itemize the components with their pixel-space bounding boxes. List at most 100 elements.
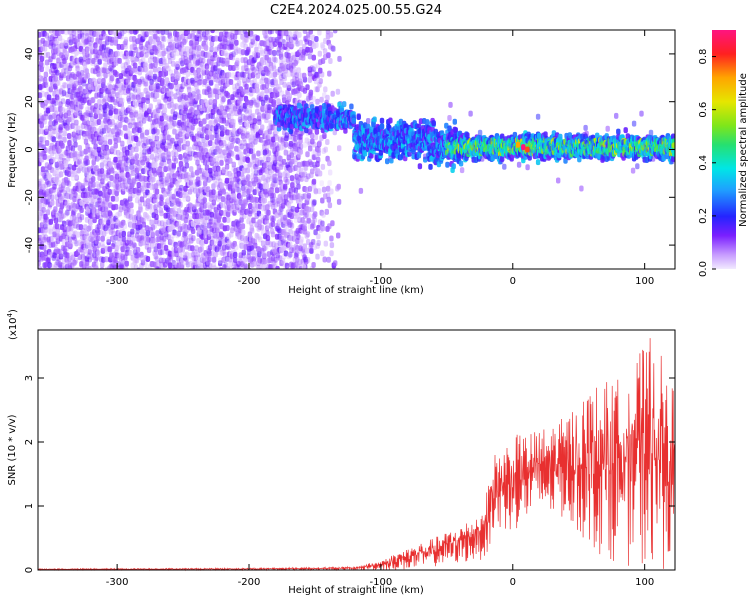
heatmap-cell (73, 238, 78, 245)
heatmap-cell (39, 136, 44, 143)
heatmap-cell (322, 256, 327, 263)
heatmap-cell (41, 150, 46, 157)
heatmap-cell (97, 30, 102, 35)
heatmap-cell (108, 65, 113, 72)
heatmap-cell (151, 231, 156, 238)
heatmap-cell (68, 135, 73, 141)
heatmap-cell (134, 153, 139, 160)
heatmap-cell (147, 115, 152, 122)
heatmap-cell (52, 183, 57, 190)
heatmap-cell (336, 232, 341, 239)
heatmap-cell (118, 122, 123, 128)
heatmap-cells (38, 30, 675, 269)
heatmap-cell (63, 176, 69, 183)
heatmap-cell (66, 62, 71, 69)
heatmap-cell (56, 57, 61, 64)
heatmap-cell (38, 178, 42, 185)
heatmap-cell (57, 248, 63, 255)
heatmap-cell (43, 147, 48, 154)
heatmap-cell (255, 72, 261, 79)
heatmap-cell (51, 136, 57, 143)
heatmap-cell (119, 156, 124, 163)
heatmap-cell (97, 98, 102, 105)
heatmap-cell (178, 201, 183, 208)
heatmap-cell (73, 191, 78, 198)
heatmap-cell (104, 228, 109, 234)
heatmap-cell (53, 189, 58, 196)
heatmap-cell (92, 30, 97, 37)
heatmap-cell (257, 219, 262, 226)
heatmap-cell (110, 146, 115, 153)
heatmap-cell (44, 198, 49, 205)
heatmap-cell (311, 178, 317, 185)
heatmap-cell (166, 151, 171, 158)
heatmap-cell (120, 259, 126, 266)
heatmap-cell (138, 43, 144, 50)
heatmap-cell (90, 236, 95, 243)
heatmap-cell (138, 206, 144, 213)
heatmap-cell (114, 113, 119, 120)
heatmap-cell (56, 132, 61, 139)
heatmap-cell (102, 107, 108, 114)
heatmap-cell (70, 201, 76, 208)
heatmap-cell (77, 86, 83, 92)
heatmap-cell (146, 247, 152, 253)
heatmap-cell (114, 195, 119, 202)
heatmap-cell (107, 138, 113, 145)
heatmap-cell (155, 129, 160, 135)
heatmap-cell (53, 83, 58, 90)
heatmap-cell (48, 120, 53, 127)
heatmap-cell (307, 76, 313, 83)
heatmap-cell (94, 44, 99, 51)
heatmap-cell (100, 247, 106, 254)
heatmap-cell (96, 209, 101, 216)
heatmap-cell (48, 131, 53, 138)
heatmap-cell (132, 99, 138, 106)
heatmap-cell (114, 245, 119, 252)
heatmap-cell (84, 38, 89, 45)
heatmap-cell (225, 225, 230, 231)
heatmap-cell (67, 261, 73, 267)
heatmap-cell (53, 119, 59, 125)
heatmap-cell (98, 48, 103, 55)
heatmap-cell (185, 194, 190, 201)
heatmap-cell (316, 146, 321, 153)
heatmap-cell (66, 133, 72, 139)
heatmap-cell (59, 213, 64, 220)
heatmap-cell (244, 83, 249, 90)
heatmap-cell (58, 111, 64, 118)
heatmap-cell (108, 109, 113, 116)
heatmap-cell (72, 259, 77, 266)
heatmap-cell (111, 189, 116, 196)
heatmap-cell (122, 40, 127, 47)
heatmap-cell (76, 71, 81, 78)
heatmap-cell (296, 67, 301, 74)
heatmap-cell (128, 152, 134, 159)
heatmap-cell (140, 131, 145, 138)
heatmap-cell (109, 252, 114, 259)
heatmap-cell (162, 57, 167, 64)
heatmap-cell (185, 46, 190, 53)
heatmap-cell (312, 199, 317, 206)
heatmap-cell (79, 66, 84, 73)
heatmap-cell (123, 61, 129, 68)
heatmap-cell (85, 38, 91, 45)
heatmap-cell (132, 178, 137, 185)
heatmap-cell (56, 79, 62, 86)
heatmap-cell (47, 224, 53, 231)
heatmap-cell (317, 50, 322, 57)
heatmap-cell (58, 124, 63, 131)
heatmap-cell (104, 102, 109, 109)
heatmap-cell (100, 235, 105, 242)
heatmap-cell (48, 30, 54, 34)
heatmap-cell (82, 239, 87, 246)
heatmap-cell (58, 101, 63, 108)
heatmap-cell (84, 68, 89, 75)
heatmap-cell (127, 105, 132, 112)
heatmap-cell (285, 178, 290, 185)
heatmap-cell (39, 178, 44, 185)
heatmap-cell (130, 228, 135, 235)
heatmap-cell (67, 241, 72, 248)
heatmap-cell (87, 53, 92, 60)
heatmap-cell (133, 264, 139, 269)
